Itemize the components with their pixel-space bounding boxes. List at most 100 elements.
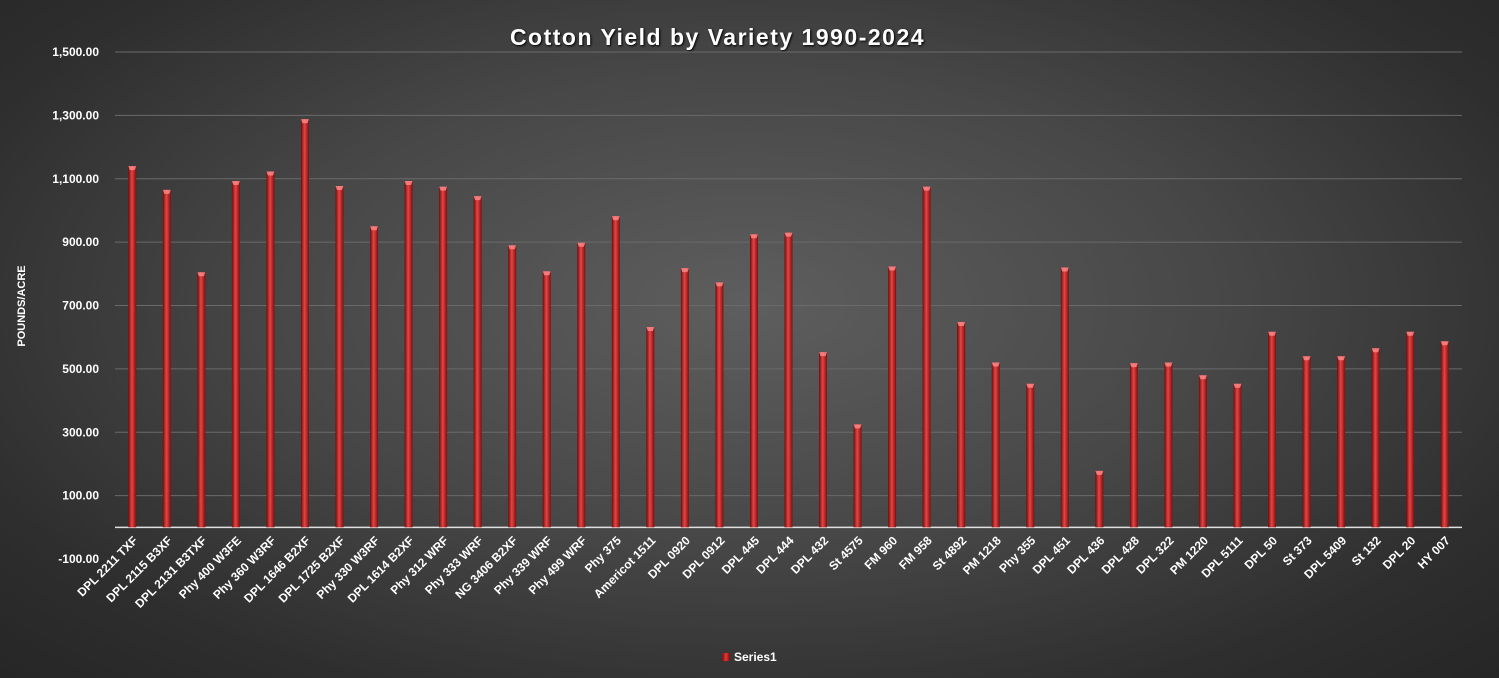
bar [162, 189, 171, 528]
bar [508, 245, 517, 528]
bar-cap [404, 180, 413, 185]
bar-cap [991, 362, 1000, 367]
y-tick-label: 100.00 [62, 489, 99, 503]
bar-cap [266, 171, 275, 176]
bar [231, 180, 240, 528]
legend: Series1 [722, 650, 777, 664]
bar [1060, 267, 1069, 528]
bar-cap [611, 216, 620, 221]
x-tick-label: DPL 50 [1242, 533, 1281, 572]
bar [335, 186, 344, 528]
bar [1440, 341, 1449, 528]
bar [888, 266, 897, 528]
bar-cap [335, 186, 344, 191]
bar [922, 186, 931, 528]
legend-label: Series1 [734, 650, 777, 664]
x-tick-label: HY 007 [1415, 533, 1453, 571]
y-tick-label: 300.00 [62, 425, 99, 439]
bar-cap [1026, 383, 1035, 388]
bar-cap [1060, 267, 1069, 272]
bar [1406, 331, 1415, 528]
bar [1268, 331, 1277, 528]
legend-swatch-icon [722, 653, 730, 661]
y-tick-label: 1,300.00 [52, 108, 99, 122]
bar [404, 180, 413, 528]
bar-cap [957, 321, 966, 326]
bar-cap [508, 245, 517, 250]
x-tick-label: DPL 2211 TXF [75, 534, 141, 600]
bar [300, 119, 309, 528]
bar [1371, 348, 1380, 528]
bar-cap [1268, 331, 1277, 336]
bar [1095, 470, 1104, 528]
bar [473, 196, 482, 528]
bar-cap [1198, 375, 1207, 380]
bar-cap [231, 180, 240, 185]
bar [542, 271, 551, 528]
bar [370, 226, 379, 528]
bar [991, 362, 1000, 528]
chart-title: Cotton Yield by Variety 1990-2024 [509, 24, 926, 50]
bar [853, 424, 862, 528]
x-tick-label: DPL 432 [788, 533, 831, 576]
bar-cap [888, 266, 897, 271]
bar [1129, 363, 1138, 528]
bar [439, 186, 448, 528]
x-tick-label: PM 1218 [960, 533, 1004, 577]
y-tick-label: -100.00 [58, 552, 99, 566]
bar [128, 166, 137, 528]
y-tick-label: 700.00 [62, 299, 99, 313]
bar [611, 216, 620, 528]
bar [266, 171, 275, 528]
bar-cap [439, 186, 448, 191]
bar-cap [197, 272, 206, 277]
bar [197, 272, 206, 528]
bar [749, 234, 758, 528]
bar-cap [1164, 362, 1173, 367]
bar-cap [715, 282, 724, 287]
bar [819, 352, 828, 528]
bar-cap [1095, 470, 1104, 475]
bar [1302, 356, 1311, 528]
bar [715, 282, 724, 528]
bar-cap [749, 234, 758, 239]
bar [784, 232, 793, 528]
bar [1198, 375, 1207, 528]
bar-cap [300, 119, 309, 124]
bar-cap [542, 271, 551, 276]
bar [1337, 356, 1346, 528]
bar-cap [1406, 331, 1415, 336]
bar-cap [370, 226, 379, 231]
bar-cap [853, 424, 862, 429]
bar-cap [1302, 356, 1311, 361]
x-tick-label: St 132 [1349, 533, 1384, 568]
bar [680, 268, 689, 528]
bar-cap [646, 327, 655, 332]
y-tick-label: 500.00 [62, 362, 99, 376]
y-tick-label: 900.00 [62, 235, 99, 249]
bar [1233, 383, 1242, 528]
bar-cap [1440, 341, 1449, 346]
bar [577, 242, 586, 528]
bar-cap [1129, 363, 1138, 368]
x-tick-label: FM 958 [896, 533, 935, 572]
bar-cap [1371, 348, 1380, 353]
bar [957, 321, 966, 528]
x-tick-label: FM 960 [862, 533, 901, 572]
bar-cap [784, 232, 793, 237]
y-tick-label: 1,100.00 [52, 172, 99, 186]
x-tick-label: DPL 20 [1380, 533, 1419, 572]
bar [646, 327, 655, 528]
y-tick-label: 1,500.00 [52, 45, 99, 59]
bar-cap [680, 268, 689, 273]
bar-cap [162, 189, 171, 194]
bar-cap [577, 242, 586, 247]
bar-cap [819, 352, 828, 357]
bar [1164, 362, 1173, 528]
bar [1026, 383, 1035, 528]
bar-cap [473, 196, 482, 201]
bar-cap [128, 166, 137, 171]
bar-cap [922, 186, 931, 191]
